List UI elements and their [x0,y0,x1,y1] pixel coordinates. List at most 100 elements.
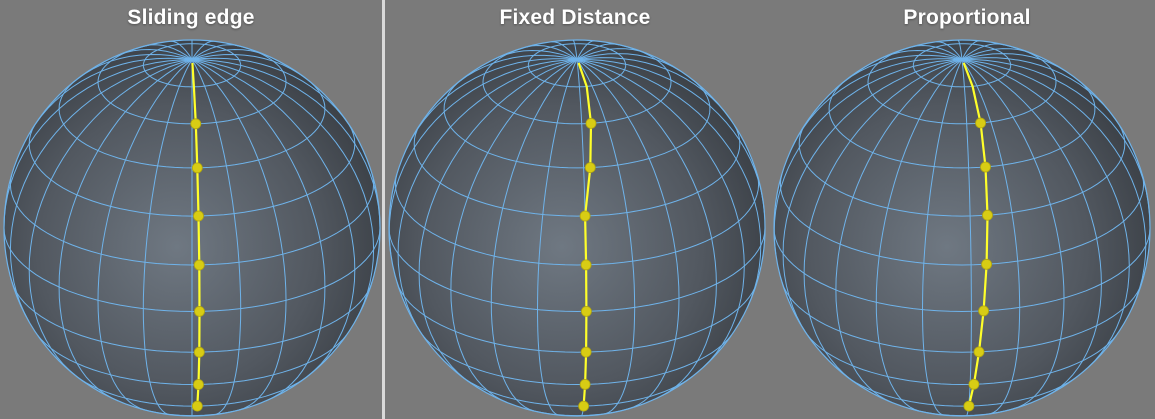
silhouette-outline [773,39,1151,417]
longitude-line [576,59,680,410]
edge-point [193,379,204,390]
sphere-body [774,40,1150,416]
latitude-line [396,281,758,353]
longitude-line [791,58,963,148]
longitude-line [191,59,375,323]
longitude-line [961,59,972,417]
latitude-line [828,79,1096,169]
longitude-line [490,59,578,412]
title-proportional: Proportional [903,6,1031,29]
longitude-line [536,59,578,416]
edge-point [579,378,591,390]
longitude-line [191,40,214,60]
longitude-line [572,39,578,60]
latitude-line [773,227,1151,312]
latitude-line [97,44,287,125]
longitude-line [418,59,578,385]
longitude-line [142,59,193,416]
longitude-line [576,59,745,369]
edge-point [585,118,597,129]
latitude-line [443,79,711,169]
longitude-line [957,39,963,60]
longitude-line [576,57,733,122]
longitude-line [117,48,193,60]
longitude-line [576,40,595,60]
latitude-line [807,335,1117,385]
edge-point [981,258,992,270]
longitude-line [921,59,963,416]
selected-edge-loop [962,62,989,407]
edge-point [978,305,989,317]
latitude-line [11,281,373,353]
longitude-line [576,59,762,309]
latitude-line [28,124,356,217]
longitude-line [97,59,193,411]
latitude-line [388,227,766,312]
latitude-line [422,335,732,385]
longitude-line [803,59,963,385]
longitude-line [961,40,980,60]
edge-point [579,210,591,222]
selected-edge-loop [577,62,593,407]
longitude-line [961,59,1021,415]
longitude-line [191,59,287,411]
longitude-line [406,58,578,148]
latitude-line [461,376,693,407]
title-sliding-edge: Sliding edge [127,6,255,29]
longitude-line [191,59,381,229]
longitude-line [576,59,636,415]
edge-point [973,346,985,358]
longitude-line [28,59,193,377]
longitude-line [450,59,578,403]
longitude-line [961,48,1033,60]
longitude-line [191,59,326,402]
edge-point [584,162,596,174]
edge-point [194,305,205,317]
wireframe [3,40,381,417]
edge-point [193,259,205,271]
longitude-line [576,48,648,60]
sphere-fixed-distance [388,39,766,417]
sphere-sliding-edge [3,39,381,417]
longitude-line [191,59,242,416]
silhouette-outline [388,39,766,417]
edge-point [190,118,202,130]
edge-point [963,400,975,412]
longitude-line [191,57,356,135]
sphere-body [389,40,765,416]
longitude-line [9,59,193,323]
longitude-line [910,44,963,60]
longitude-line [58,59,193,402]
longitude-line [388,59,578,255]
longitude-line [76,53,193,80]
longitude-line [170,40,193,60]
longitude-line [576,59,765,213]
longitude-line [936,41,963,60]
edge-point [193,346,205,358]
edge-point [191,162,203,174]
longitude-line [961,59,1147,309]
latitude-line [779,173,1145,266]
longitude-line [3,59,193,229]
longitude-line [191,59,356,377]
latitude-line [781,281,1143,353]
title-fixed-distance: Fixed Distance [499,6,651,29]
longitude-line [576,59,717,397]
longitude-line [28,57,193,135]
edge-point [975,117,986,129]
longitude-line [773,59,963,255]
edge-point [968,378,980,390]
latitude-line [867,44,1057,125]
edge-point [982,209,993,221]
longitude-line [525,44,578,60]
longitude-line [961,59,1150,213]
longitude-line [397,59,578,344]
longitude-line [835,59,963,403]
longitude-line [576,53,682,72]
wireframe [773,39,1151,417]
longitude-line [782,59,963,344]
edge-point [580,346,592,358]
longitude-line [191,53,308,80]
